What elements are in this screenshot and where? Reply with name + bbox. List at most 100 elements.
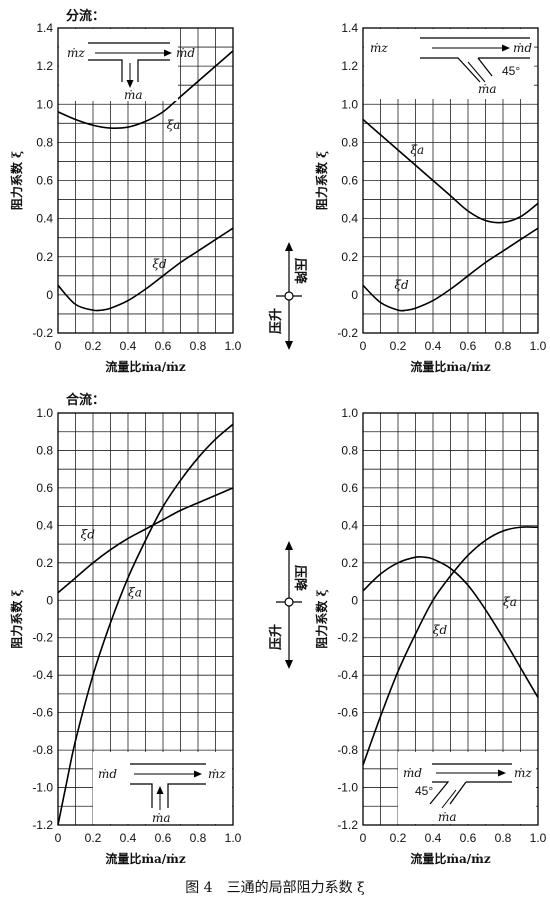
x-tick-label: 1.0 bbox=[530, 831, 547, 845]
y-tick-label: 0.6 bbox=[341, 481, 358, 495]
inset-background bbox=[364, 29, 534, 99]
y-tick-label: 0.4 bbox=[36, 518, 53, 532]
x-tick-label: 0.2 bbox=[390, 831, 407, 845]
series-line-xi-d bbox=[362, 227, 539, 312]
x-tick-label: 1.0 bbox=[225, 339, 242, 353]
arrow-down-icon bbox=[126, 80, 134, 88]
inset-label-ma: ṁa bbox=[152, 811, 171, 825]
y-tick-label: -1.0 bbox=[337, 781, 358, 795]
inset-label-mz: ṁz bbox=[370, 41, 388, 55]
tee-schematic-inset: ṁz ṁd ṁa 45° bbox=[364, 29, 534, 99]
series-label-xi-d: ξd bbox=[394, 278, 409, 292]
x-tick-label: 1.0 bbox=[530, 339, 547, 353]
x-tick-label: 0.2 bbox=[85, 831, 102, 845]
inset-label-angle: 45° bbox=[415, 784, 433, 798]
pipe-wall bbox=[449, 781, 467, 805]
x-tick-label: 0.8 bbox=[495, 339, 512, 353]
y-tick-label: 1.0 bbox=[341, 97, 358, 111]
y-tick-label: 1.2 bbox=[341, 59, 358, 73]
y-tick-label: -1.0 bbox=[32, 781, 53, 795]
tee-schematic-inset: ṁd ṁz ṁa 45° bbox=[398, 752, 536, 824]
x-axis-label: 流量比ṁa/ṁz bbox=[105, 851, 186, 866]
series-line-xi-d bbox=[57, 227, 234, 312]
pressure-indicator-top: 压降 压升 bbox=[268, 242, 308, 350]
tee-schematic-inset: ṁd ṁz ṁa bbox=[93, 752, 232, 825]
y-tick-label: 0.8 bbox=[36, 135, 53, 149]
x-tick-label: 0 bbox=[360, 339, 367, 353]
inset-label-mz: ṁz bbox=[67, 46, 85, 60]
flow-arrow bbox=[467, 61, 486, 83]
inset-label-md: ṁd bbox=[513, 41, 532, 55]
y-tick-label: -0.6 bbox=[32, 706, 53, 720]
x-tick-label: 0 bbox=[55, 339, 62, 353]
pipe-wall bbox=[477, 57, 493, 77]
inset-label-angle: 45° bbox=[502, 64, 520, 78]
y-tick-label: -0.2 bbox=[337, 631, 358, 645]
y-axis-label: 阻力系数 ξ bbox=[314, 151, 329, 210]
y-tick-label: 0.8 bbox=[36, 443, 53, 457]
pipe-wall bbox=[429, 781, 512, 805]
label-pressure-rise: 压升 bbox=[268, 624, 284, 650]
x-tick-label: 1.0 bbox=[225, 831, 242, 845]
y-tick-label: 0.6 bbox=[341, 174, 358, 188]
indicator-origin bbox=[284, 291, 294, 301]
series-label-xi-a: ξa bbox=[503, 595, 517, 609]
arrow-up-icon bbox=[285, 242, 293, 251]
x-tick-label: 0.2 bbox=[390, 339, 407, 353]
arrow-down-icon bbox=[285, 341, 293, 350]
y-tick-label: 1.4 bbox=[36, 21, 53, 35]
y-tick-label: 0 bbox=[46, 593, 53, 607]
inset-label-mz: ṁz bbox=[514, 766, 532, 780]
y-tick-label: 0.6 bbox=[36, 174, 53, 188]
pipe-wall bbox=[88, 59, 170, 82]
x-tick-label: 0.4 bbox=[120, 339, 137, 353]
chart-split-straight: 0 0.2 0.4 0.6 0.8 1.0-0.200.20.40.60.81.01.21… bbox=[9, 21, 242, 374]
series-line-xi-d bbox=[57, 487, 234, 594]
indicator-origin bbox=[284, 597, 294, 607]
chart-merge-straight: 0 0.2 0.4 0.6 0.8 1.0 -1.2 -1.0 -0.8 -0.6 -0.4 -0.2… bbox=[9, 406, 242, 866]
inset-label-ma: ṁa bbox=[438, 810, 457, 824]
inset-label-mz: ṁz bbox=[208, 767, 226, 781]
arrow-up-icon bbox=[156, 786, 164, 794]
inset-label-ma: ṁa bbox=[124, 88, 143, 102]
y-tick-label: -1.2 bbox=[32, 818, 53, 832]
series-line-xi-d bbox=[362, 526, 539, 766]
y-tick-label: -0.2 bbox=[337, 326, 358, 340]
arrow-right-icon bbox=[502, 44, 510, 52]
series-label-xi-a: ξa bbox=[410, 143, 424, 157]
arrow-right-icon bbox=[164, 49, 172, 57]
x-tick-label: 0 bbox=[55, 831, 62, 845]
y-tick-label: -0.4 bbox=[32, 668, 53, 682]
plot-frame bbox=[362, 27, 539, 334]
y-tick-label: 1.0 bbox=[341, 406, 358, 420]
inset-background bbox=[59, 29, 178, 101]
x-tick-label: 0.4 bbox=[425, 831, 442, 845]
y-axis-label: 阻力系数 ξ bbox=[314, 589, 329, 648]
series-line-xi-a bbox=[362, 118, 539, 224]
y-tick-label: 1.2 bbox=[36, 59, 53, 73]
y-tick-label: 0.4 bbox=[341, 212, 358, 226]
y-tick-label: 0 bbox=[351, 288, 358, 302]
arrow-right-icon bbox=[498, 769, 506, 777]
label-pressure-drop: 压降 bbox=[292, 258, 308, 285]
x-axis-label: 流量比ṁa/ṁz bbox=[410, 851, 491, 866]
label-pressure-rise: 压升 bbox=[268, 308, 284, 334]
y-tick-label: 0.2 bbox=[36, 556, 53, 570]
y-tick-label: 0.8 bbox=[341, 443, 358, 457]
y-axis-label: 阻力系数 ξ bbox=[9, 151, 24, 210]
x-tick-label: 0.6 bbox=[460, 339, 477, 353]
x-tick-label: 0.8 bbox=[190, 339, 207, 353]
y-tick-label: 1.0 bbox=[36, 406, 53, 420]
series-label-xi-d: ξd bbox=[81, 527, 96, 541]
pressure-indicator-bottom: 压降 压升 bbox=[268, 541, 308, 669]
y-tick-label: -0.2 bbox=[32, 326, 53, 340]
x-axis-label: 流量比ṁa/ṁz bbox=[105, 359, 186, 374]
y-tick-label: 0 bbox=[351, 593, 358, 607]
inset-label-md: ṁd bbox=[403, 766, 422, 780]
y-tick-label: 0.4 bbox=[36, 212, 53, 226]
y-tick-label: 0.8 bbox=[341, 135, 358, 149]
x-tick-label: 0.8 bbox=[495, 831, 512, 845]
y-axis-label: 阻力系数 ξ bbox=[9, 589, 24, 648]
y-tick-label: -0.4 bbox=[337, 668, 358, 682]
